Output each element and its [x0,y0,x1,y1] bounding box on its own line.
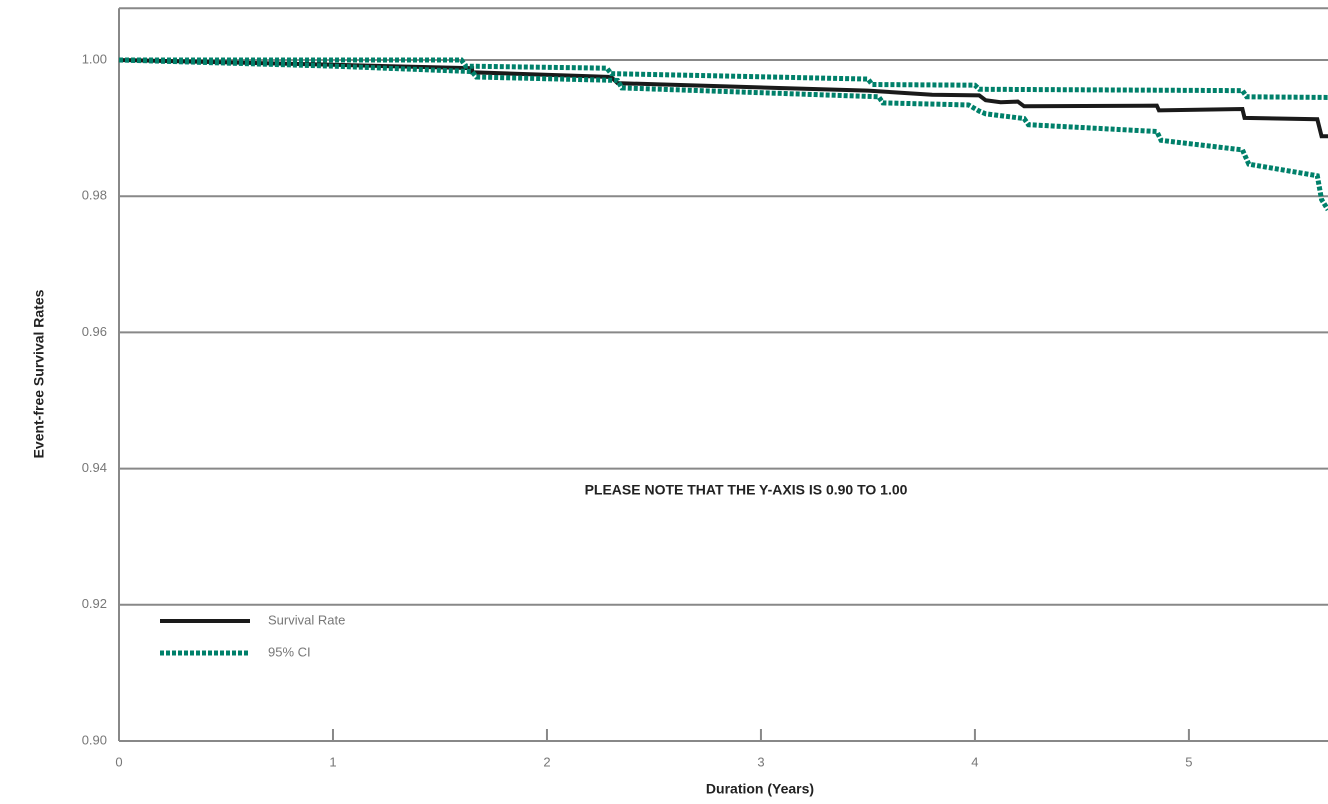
series-line [118,57,1328,212]
x-tick-label: 1 [329,754,336,769]
x-axis-title: Duration (Years) [706,781,814,797]
x-tick-label: 3 [757,754,764,769]
y-tick-label: 0.96 [82,324,107,339]
legend-label: 95% CI [268,644,311,659]
y-tick-label: 0.94 [82,460,107,475]
y-tick-label: 0.92 [82,596,107,611]
legend-label: Survival Rate [268,612,345,627]
series-line [119,57,1328,100]
x-tick-label: 2 [543,754,550,769]
x-tick-label: 4 [971,754,978,769]
y-tick-label: 1.00 [82,51,107,66]
x-tick-label: 5 [1185,754,1192,769]
y-tick-label: 0.98 [82,188,107,203]
series-line [118,58,1328,139]
y-tick-label: 0.90 [82,732,107,747]
x-tick-label: 0 [115,754,122,769]
annotation: PLEASE NOTE THAT THE Y-AXIS IS 0.90 TO 1… [585,482,908,498]
y-axis-title: Event-free Survival Rates [31,289,47,458]
